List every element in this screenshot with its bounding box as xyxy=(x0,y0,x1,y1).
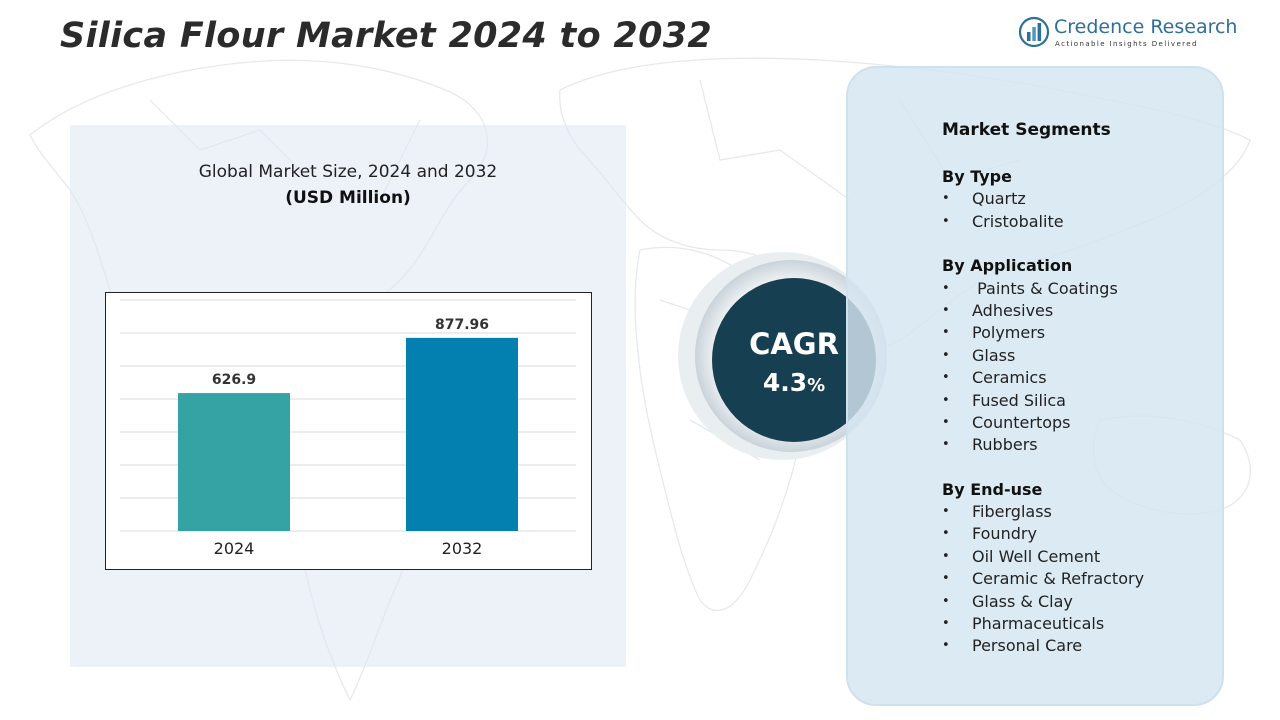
data-label-2032: 877.96 xyxy=(435,317,489,333)
cagr-badge: CAGR 4.3% xyxy=(678,250,888,460)
bar-2032 xyxy=(406,337,518,531)
segment-item: Rubbers xyxy=(942,434,1214,457)
segment-item: Polymers xyxy=(942,322,1214,345)
segment-item: Quartz xyxy=(942,188,1214,211)
x-tick-label-2024: 2024 xyxy=(214,539,255,558)
segments-heading: Market Segments xyxy=(942,120,1111,140)
logo-tagline: Actionable Insights Delivered xyxy=(1055,40,1198,48)
cagr-number: 4.3 xyxy=(763,368,807,397)
segment-item: Personal Care xyxy=(942,635,1214,658)
segment-item: Fused Silica xyxy=(942,390,1214,413)
credence-logo-icon xyxy=(1018,16,1050,48)
group-title: By Type xyxy=(942,167,1012,186)
chart-title: Global Market Size, 2024 and 2032 xyxy=(198,162,498,182)
segment-item: Ceramics xyxy=(942,367,1214,390)
bar-chart: 626.9 2024 877.96 2032 xyxy=(105,292,592,570)
segment-item: Pharmaceuticals xyxy=(942,613,1214,636)
market-segments-panel: Market Segments By Type Quartz Cristobal… xyxy=(846,66,1224,706)
bars: 626.9 2024 877.96 2032 xyxy=(178,317,518,558)
segment-group-application: By Application Paints & Coatings Adhesiv… xyxy=(942,255,1214,457)
segment-item: Fiberglass xyxy=(942,501,1214,524)
segment-item: Glass xyxy=(942,345,1214,368)
segment-item: Adhesives xyxy=(942,300,1214,323)
segment-item: Oil Well Cement xyxy=(942,546,1214,569)
segment-item: Paints & Coatings xyxy=(942,278,1214,301)
segment-item: Glass & Clay xyxy=(942,591,1214,614)
cagr-value: 4.3% xyxy=(763,368,825,397)
x-tick-label-2032: 2032 xyxy=(442,539,483,558)
data-label-2024: 626.9 xyxy=(212,372,256,388)
segment-item: Foundry xyxy=(942,523,1214,546)
cagr-circle: CAGR 4.3% xyxy=(678,252,887,460)
cagr-unit: % xyxy=(807,375,825,396)
cagr-label: CAGR xyxy=(749,327,839,361)
group-title: By Application xyxy=(942,256,1073,276)
logo-name: Credence Research xyxy=(1054,16,1238,38)
chart-subtitle: (USD Million) xyxy=(285,188,411,208)
brand-logo: Credence Research Actionable Insights De… xyxy=(1018,16,1238,50)
segment-item: Ceramic & Refractory xyxy=(942,568,1214,591)
segment-item: Countertops xyxy=(942,412,1214,435)
group-title: By End-use xyxy=(942,479,1043,499)
segment-group-end-use: By End-use Fiberglass Foundry Oil Well C… xyxy=(942,479,1214,659)
segment-item: Cristobalite xyxy=(942,211,1214,234)
bar-2024 xyxy=(178,393,290,531)
segment-group-type: By Type Quartz Cristobalite xyxy=(942,166,1214,234)
page-title: Silica Flour Market 2024 to 2032 xyxy=(60,16,713,56)
